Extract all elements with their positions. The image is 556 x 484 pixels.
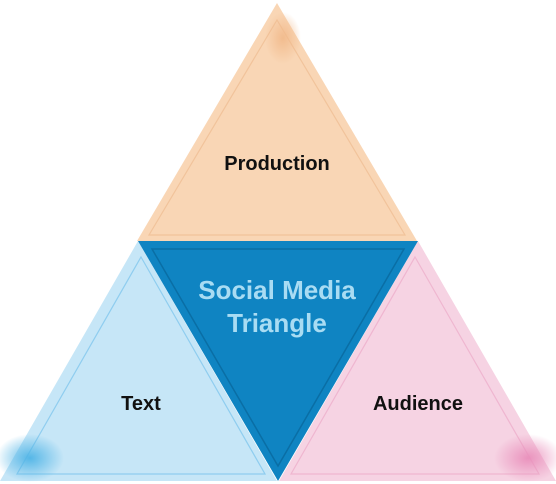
audience-label: Audience — [372, 393, 464, 415]
production-triangle-outline — [147, 18, 407, 236]
center-title-line1: Social Media — [198, 275, 356, 305]
text-triangle-outline — [15, 255, 267, 475]
text-triangle — [0, 241, 277, 481]
audience-triangle-outline — [289, 255, 541, 475]
center-title: Social Media Triangle — [198, 274, 356, 340]
audience-speckle-icon — [494, 434, 556, 482]
production-label: Production — [224, 153, 330, 175]
audience-triangle — [279, 241, 556, 481]
center-triangle-inner-border — [150, 248, 406, 468]
center-triangle — [138, 241, 418, 481]
center-title-line2: Triangle — [227, 308, 327, 338]
text-label: Text — [121, 393, 161, 415]
production-speckle-icon — [265, 12, 301, 64]
production-triangle — [137, 3, 417, 241]
text-speckle-icon — [0, 434, 64, 482]
